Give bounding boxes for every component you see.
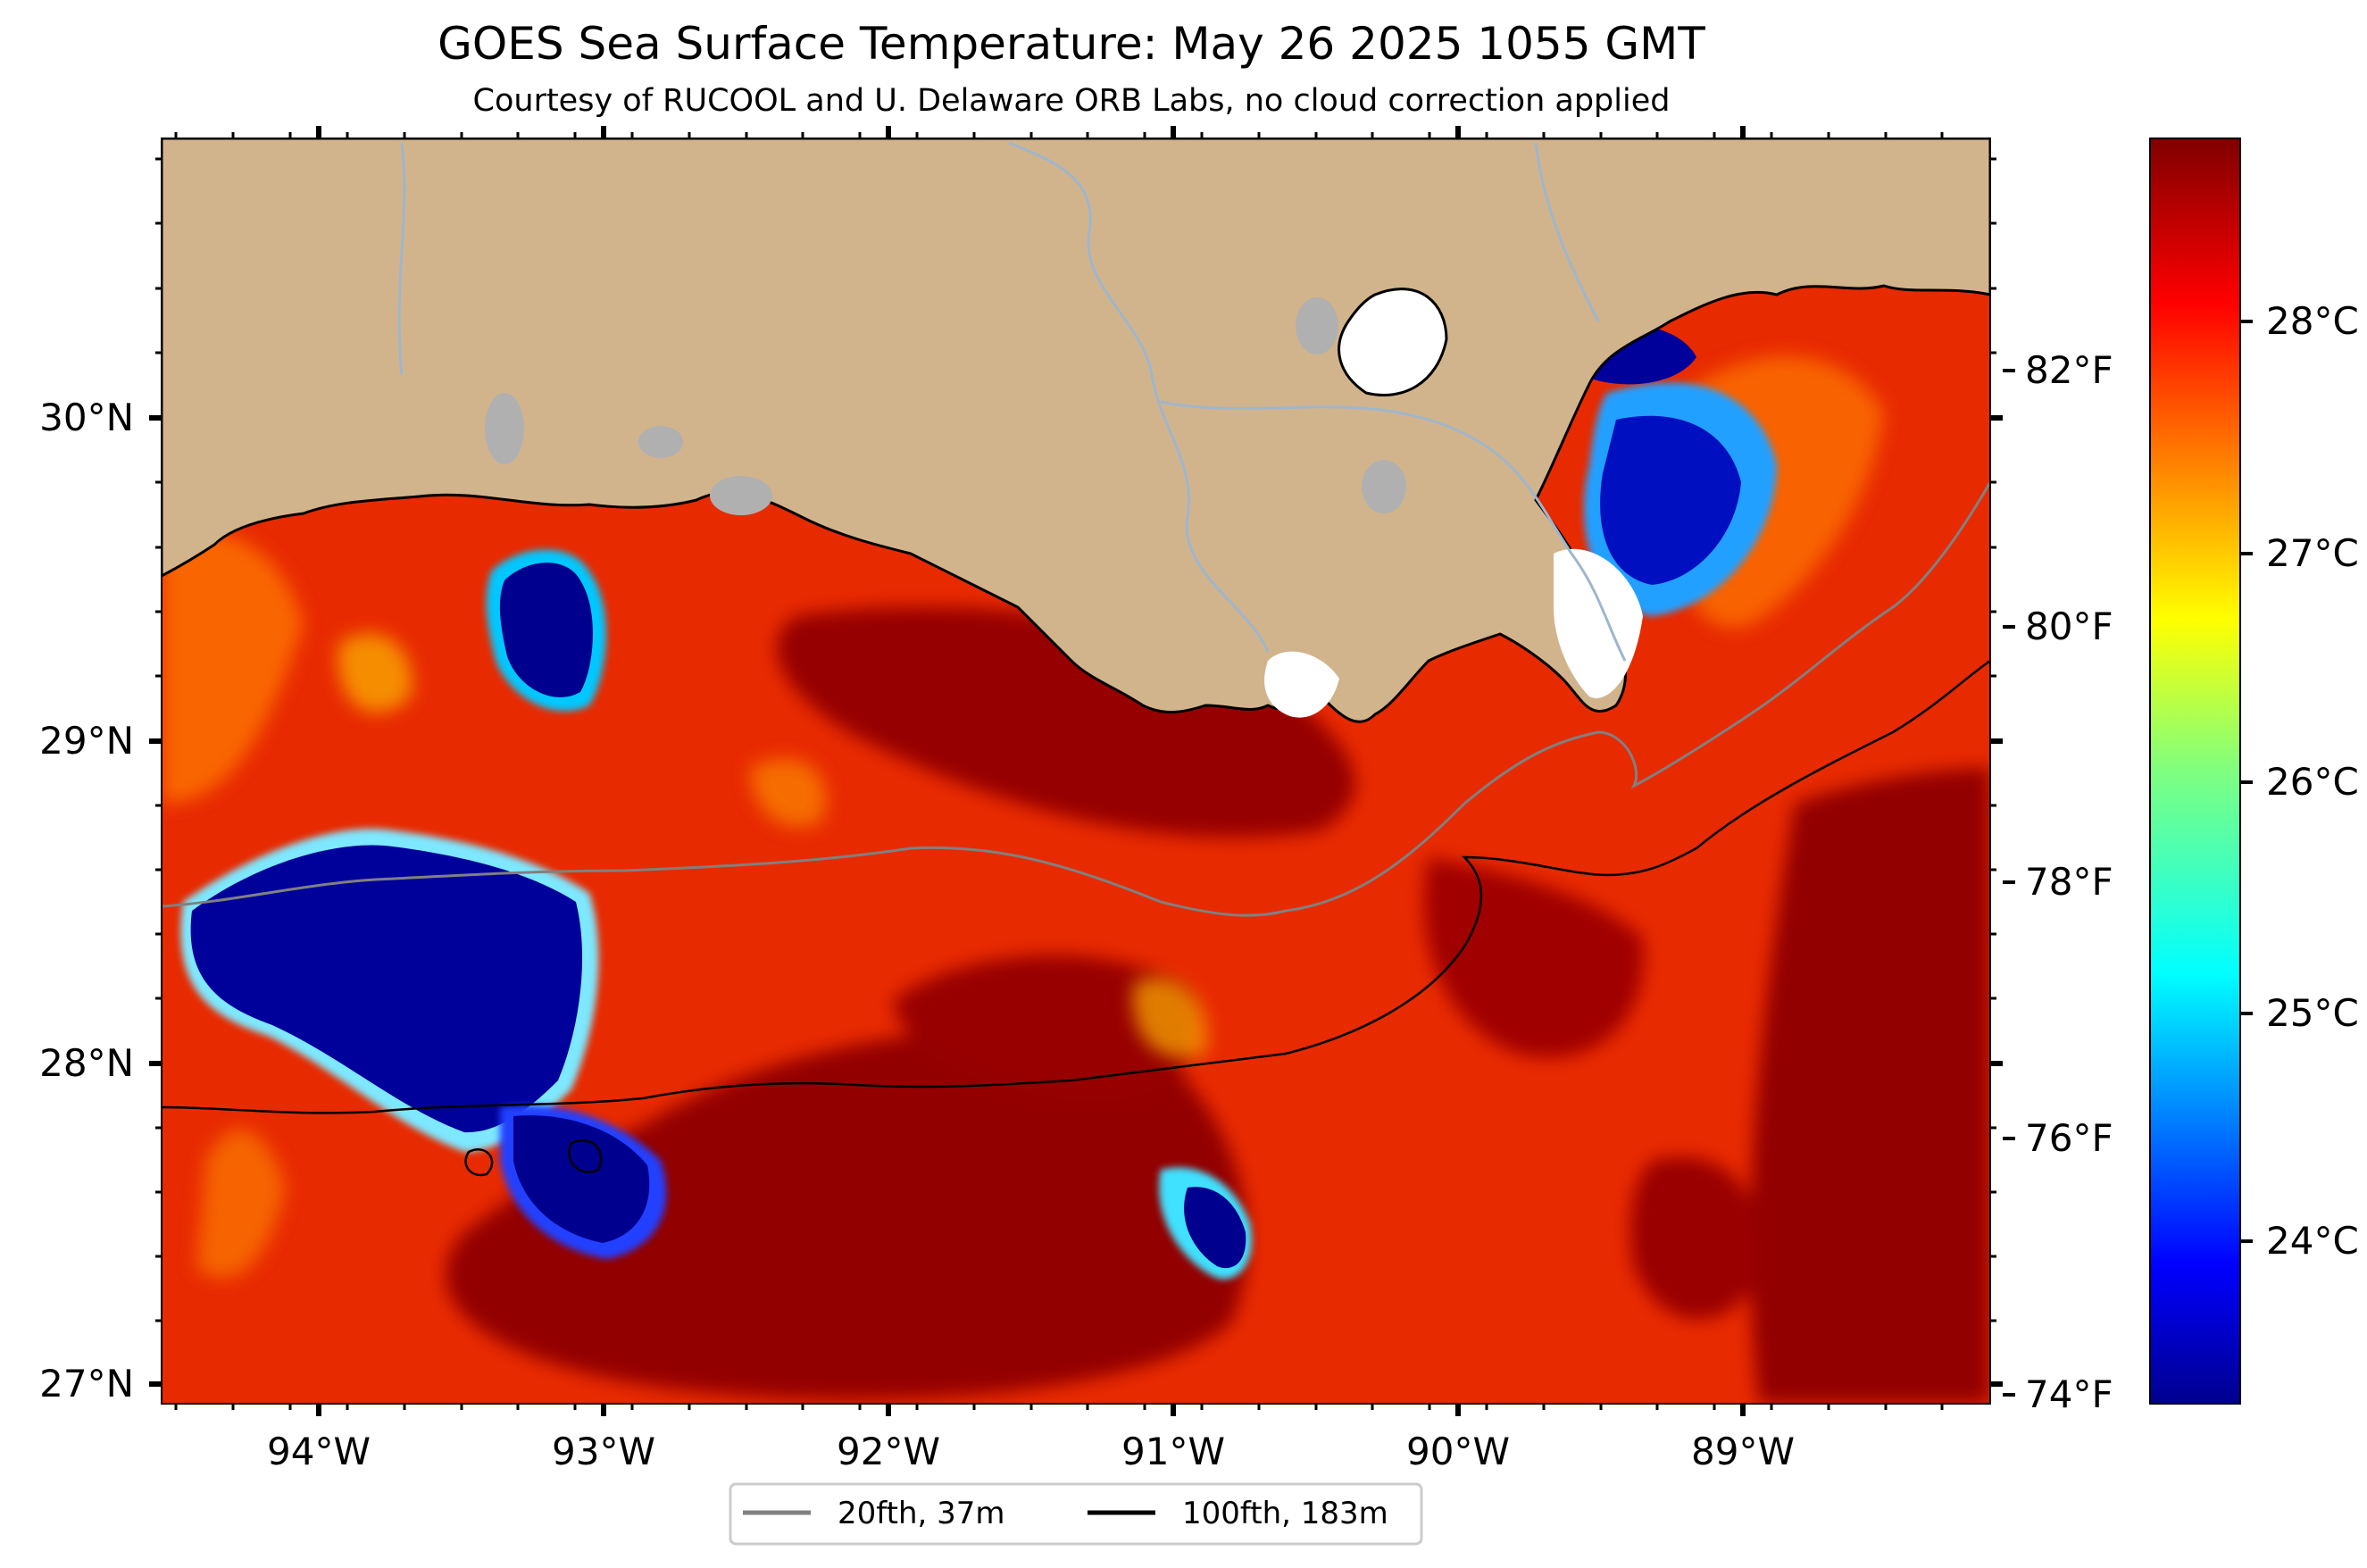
fahrenheit-74: 74°F xyxy=(2025,1372,2113,1416)
fahrenheit-axis: 74°F 76°F 78°F 80°F 82°F xyxy=(2003,348,2113,1416)
latitude-major-ticks xyxy=(149,415,2003,1387)
map-subtitle: Courtesy of RUCOOL and U. Delaware ORB L… xyxy=(473,83,1671,119)
isobath-islands xyxy=(464,1139,603,1177)
colorbar-celsius-25: 25°C xyxy=(2266,991,2359,1035)
colorbar-celsius-26: 26°C xyxy=(2266,760,2359,804)
colorbar-gradient xyxy=(2149,138,2241,1405)
lakes xyxy=(485,297,1406,515)
map-title: GOES Sea Surface Temperature: May 26 202… xyxy=(438,18,1705,70)
lon-label-91w: 91°W xyxy=(1121,1430,1225,1473)
colorbar-celsius-28: 28°C xyxy=(2266,299,2359,343)
colorbar-celsius-24: 24°C xyxy=(2266,1219,2359,1263)
colorbar: 24°C 25°C 26°C 27°C 28°C xyxy=(2149,138,2359,1405)
longitude-labels: 94°W 93°W 92°W 91°W 90°W 89°W xyxy=(267,1430,1795,1473)
isobath-legend: 20fth, 37m 100fth, 183m xyxy=(729,1482,1423,1546)
lat-label-30n: 30°N xyxy=(39,396,134,439)
lon-label-94w: 94°W xyxy=(267,1430,371,1473)
warm-water-regions xyxy=(446,606,1990,1404)
fahrenheit-78: 78°F xyxy=(2025,860,2113,904)
lon-label-93w: 93°W xyxy=(552,1430,655,1473)
longitude-major-ticks xyxy=(316,126,1746,1416)
colorbar-celsius-27: 27°C xyxy=(2266,531,2359,575)
isobath-20fth xyxy=(162,481,1990,917)
lat-label-27n: 27°N xyxy=(39,1362,134,1405)
no-data-regions xyxy=(1264,288,1643,718)
isobath-100fth xyxy=(162,659,1990,1114)
fahrenheit-80: 80°F xyxy=(2025,605,2113,648)
minor-ticks xyxy=(155,132,1996,1410)
map-frame xyxy=(161,138,1991,1405)
fahrenheit-76: 76°F xyxy=(2025,1116,2113,1160)
lon-label-92w: 92°W xyxy=(837,1430,940,1473)
lat-label-28n: 28°N xyxy=(39,1041,134,1085)
legend-label-20fth: 20fth, 37m xyxy=(838,1496,1005,1531)
lat-label-29n: 29°N xyxy=(39,719,134,763)
sst-map xyxy=(162,138,1990,1404)
fahrenheit-82: 82°F xyxy=(2025,348,2113,392)
lon-label-89w: 89°W xyxy=(1691,1430,1795,1473)
legend-label-100fth: 100fth, 183m xyxy=(1182,1496,1388,1531)
latitude-labels: 30°N 29°N 28°N 27°N xyxy=(39,396,134,1405)
lon-label-90w: 90°W xyxy=(1406,1430,1510,1473)
rivers xyxy=(397,141,1627,662)
